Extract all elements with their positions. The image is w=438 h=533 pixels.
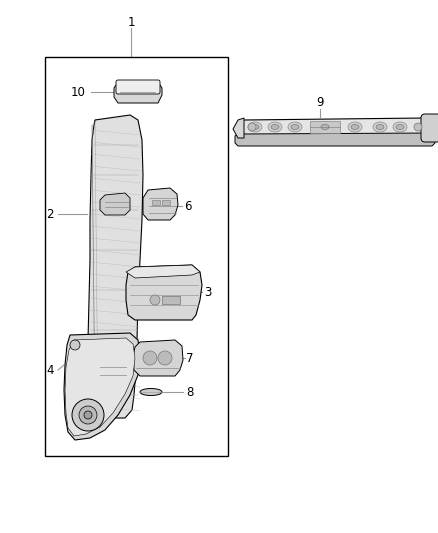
Polygon shape <box>233 118 244 138</box>
Polygon shape <box>126 265 200 278</box>
FancyBboxPatch shape <box>116 80 160 94</box>
Polygon shape <box>88 115 143 418</box>
Ellipse shape <box>393 122 407 132</box>
Polygon shape <box>100 193 130 215</box>
Text: 6: 6 <box>184 199 192 213</box>
Text: 2: 2 <box>46 207 54 221</box>
Circle shape <box>158 351 172 365</box>
Circle shape <box>72 399 104 431</box>
Circle shape <box>248 123 256 131</box>
Ellipse shape <box>376 125 384 130</box>
Bar <box>162 200 170 205</box>
Ellipse shape <box>268 122 282 132</box>
Text: 1: 1 <box>127 15 135 28</box>
Ellipse shape <box>288 122 302 132</box>
Ellipse shape <box>248 122 262 132</box>
Circle shape <box>84 411 92 419</box>
Text: 4: 4 <box>46 364 54 376</box>
Ellipse shape <box>396 125 404 130</box>
Circle shape <box>79 406 97 424</box>
Ellipse shape <box>321 125 329 130</box>
Polygon shape <box>114 82 162 103</box>
Polygon shape <box>235 133 435 146</box>
Text: 10: 10 <box>71 85 85 99</box>
Ellipse shape <box>351 125 359 130</box>
Polygon shape <box>64 333 140 440</box>
Bar <box>162 296 180 304</box>
Bar <box>310 121 340 133</box>
Ellipse shape <box>140 389 162 395</box>
FancyBboxPatch shape <box>421 114 438 142</box>
Polygon shape <box>238 118 432 138</box>
Text: 9: 9 <box>316 96 324 109</box>
Polygon shape <box>126 265 202 320</box>
Ellipse shape <box>251 125 259 130</box>
Bar <box>45 57 228 456</box>
Polygon shape <box>65 338 135 436</box>
Circle shape <box>414 123 422 131</box>
Ellipse shape <box>348 122 362 132</box>
Text: 8: 8 <box>186 385 194 399</box>
Polygon shape <box>143 188 178 220</box>
Text: 7: 7 <box>186 351 194 365</box>
Circle shape <box>70 340 80 350</box>
Circle shape <box>150 295 160 305</box>
Ellipse shape <box>373 122 387 132</box>
Bar <box>152 200 160 205</box>
Ellipse shape <box>291 125 299 130</box>
Ellipse shape <box>271 125 279 130</box>
Ellipse shape <box>318 122 332 132</box>
Text: 3: 3 <box>204 286 212 298</box>
Circle shape <box>143 351 157 365</box>
Polygon shape <box>95 352 128 390</box>
Polygon shape <box>133 340 183 376</box>
